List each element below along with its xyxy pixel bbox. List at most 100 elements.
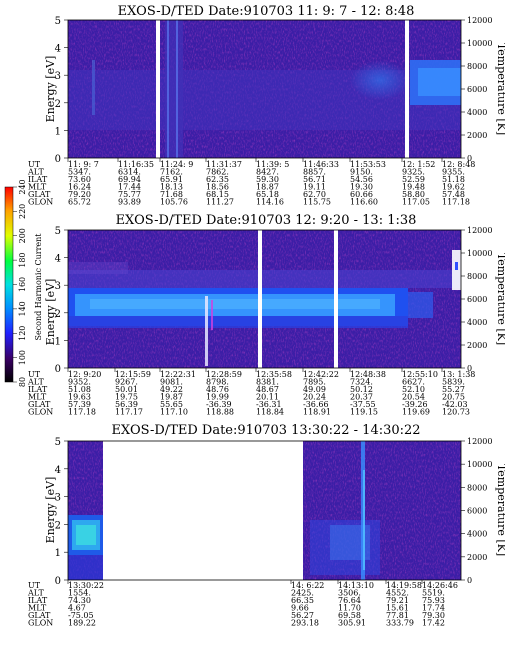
- panel-2-cell: 12:35:58: [256, 370, 292, 379]
- panel-2-cell: -36.31: [256, 400, 282, 409]
- panel-3-row-header: ALT: [27, 589, 44, 598]
- panel-2-y2tick-label: 8000: [467, 272, 487, 281]
- panel-2-title: EXOS-D/TED Date:910703 12: 9:20 - 13: 1:…: [116, 213, 417, 228]
- panel-2-cell: -36.66: [303, 400, 329, 409]
- panel-1-cell: 73.60: [68, 175, 91, 184]
- panel-1-row-header: GLON: [28, 198, 53, 207]
- panel-3-y2tick-label: 0: [467, 576, 472, 585]
- panel-2-cell: -37.55: [350, 400, 376, 409]
- panel-2-cell: 7895.: [303, 378, 326, 387]
- panel-3-row-header: ILAT: [28, 596, 48, 605]
- colorbar-tick-label: 160: [18, 277, 27, 292]
- panel-2-cell: -42.03: [442, 400, 468, 409]
- panel-3-cell: 56.27: [291, 611, 314, 620]
- panel-3-cell: 293.18: [291, 619, 319, 628]
- panel-1-cell: 18.56: [206, 183, 229, 192]
- panel-1-y2ticks: 0 2000 4000 6000 8000 10000 12000: [461, 16, 492, 163]
- panel-3-cell: 66.35: [291, 596, 314, 605]
- panel-3-cell: 17.74: [422, 604, 445, 613]
- panel-2-cell: 9081.: [160, 378, 183, 387]
- panel-3-y2tick-label: 2000: [467, 553, 487, 562]
- panel-1-cell: 8427.: [256, 168, 279, 177]
- panel-2-cell: 8798.: [206, 378, 229, 387]
- panel-1-cell: 105.76: [160, 198, 188, 207]
- panel-2-ytick-label: 4: [55, 254, 61, 265]
- panel-1-cell: 6314.: [118, 168, 141, 177]
- panel-2-plot: [67, 229, 462, 369]
- panel-2-cell: 117.10: [160, 408, 188, 417]
- panel-3-y2tick-label: 6000: [467, 507, 487, 516]
- panel-2-ytick-label: 2: [55, 309, 61, 320]
- panel-2-yticks: 0 1 2 3 4 5: [55, 226, 68, 375]
- panel-1-cell: 68.15: [206, 190, 229, 199]
- panel-3-ytick-label: 2: [55, 520, 61, 531]
- panel-3-cell: 14:26:46: [422, 581, 458, 590]
- panel-3-cell: 13:30:22: [68, 581, 104, 590]
- panel-1-cell: 12: 1:52: [402, 160, 435, 169]
- panel-2-data-gap: [258, 230, 262, 368]
- panel-2-cell: 19.63: [68, 393, 91, 402]
- panel-3-ytick-label: 5: [55, 437, 61, 448]
- panel-2-cell: 12:28:59: [206, 370, 242, 379]
- panel-2-row-header: GLAT: [28, 400, 51, 409]
- panel-2-y2tick-label: 10000: [467, 249, 492, 258]
- panel-1-title: EXOS-D/TED Date:910703 11: 9: 7 - 12: 8:…: [118, 4, 415, 19]
- panel-1-plot: [67, 19, 462, 159]
- panel-1-cell: 19.30: [350, 183, 373, 192]
- panel-2-ytick-label: 1: [55, 336, 61, 347]
- panel-2-cell: 119.15: [350, 408, 378, 417]
- panel-2-data-gap: [334, 230, 338, 368]
- panel-3-cell: 74.30: [68, 596, 91, 605]
- panel-1-y2label: Temperature [K]: [495, 43, 505, 135]
- colorbar-tick-label: 140: [18, 301, 27, 316]
- panel-1-cell: 93.89: [118, 198, 141, 207]
- panel-2-cell: 12:55:10: [402, 370, 438, 379]
- panel-2-row-header: GLON: [28, 408, 53, 417]
- panel-1-y2tick-label: 6000: [467, 85, 487, 94]
- panel-2-y2label: Temperature [K]: [495, 253, 505, 345]
- panel-3-cell: 15.61: [386, 604, 409, 613]
- panel-3-cell: 189.22: [68, 619, 96, 628]
- panel-1-cell: 116.60: [350, 198, 378, 207]
- panel-3-yticks: 0 1 2 3 4 5: [55, 437, 68, 587]
- panel-2-cell: 20.54: [402, 393, 425, 402]
- panel-1-cell: 12: 8:48: [442, 160, 475, 169]
- panel-2-cell: 50.12: [350, 385, 373, 394]
- panel-3-cell: 76.64: [338, 596, 361, 605]
- panel-1-cell: 58.80: [402, 190, 425, 199]
- colorbar-tick-label: 120: [18, 326, 27, 341]
- panel-3-cell: 4.67: [68, 604, 86, 613]
- panel-2-cell: 117.18: [68, 408, 96, 417]
- panel-1-data-gap: [156, 20, 160, 158]
- panel-3-cell: 3506.: [338, 589, 361, 598]
- panel-3-cell: 79.21: [386, 596, 409, 605]
- panel-3-y2tick-label: 8000: [467, 483, 487, 492]
- panel-1-cell: 54.56: [350, 175, 373, 184]
- panel-2-cell: 118.84: [256, 408, 284, 417]
- panel-1-y2tick-label: 2000: [467, 131, 487, 140]
- panel-3-cell: 17.42: [422, 619, 445, 628]
- panel-2-cell: 49.22: [160, 385, 183, 394]
- panel-2-cell: 118.91: [303, 408, 331, 417]
- panel-1-y2tick-label: 4000: [467, 108, 487, 117]
- panel-2-row-header: ALT: [27, 378, 44, 387]
- panel-1-cell: 5347.: [68, 168, 91, 177]
- panel-2-row-header: UT: [28, 370, 41, 379]
- panel-1-cell: 16.24: [68, 183, 91, 192]
- panel-1-cell: 65.72: [68, 198, 91, 207]
- panel-2-cell: 19.75: [115, 393, 138, 402]
- panel-2-cell: 7324.: [350, 378, 373, 387]
- panel-1-cell: 69.94: [118, 175, 141, 184]
- panel-2-cell: 5839.: [442, 378, 465, 387]
- panel-3-ytick-label: 0: [55, 576, 61, 587]
- panel-3-plot: [67, 440, 462, 581]
- panel-1-cell: 52.59: [402, 175, 425, 184]
- panel-2-y2tick-label: 6000: [467, 295, 487, 304]
- panel-1-ylabel: Energy [eV]: [44, 56, 57, 123]
- colorbar-tick-label: 100: [18, 350, 27, 365]
- colorbar-ticks: 80 100 120 140 160 180 200 220 240: [13, 179, 27, 387]
- panel-3-cell: 4552.: [386, 589, 409, 598]
- panel-2-cell: 48.67: [256, 385, 279, 394]
- colorbar-label: Second Harmonic Current: [34, 233, 43, 341]
- panel-2-cell: 13: 1:38: [442, 370, 475, 379]
